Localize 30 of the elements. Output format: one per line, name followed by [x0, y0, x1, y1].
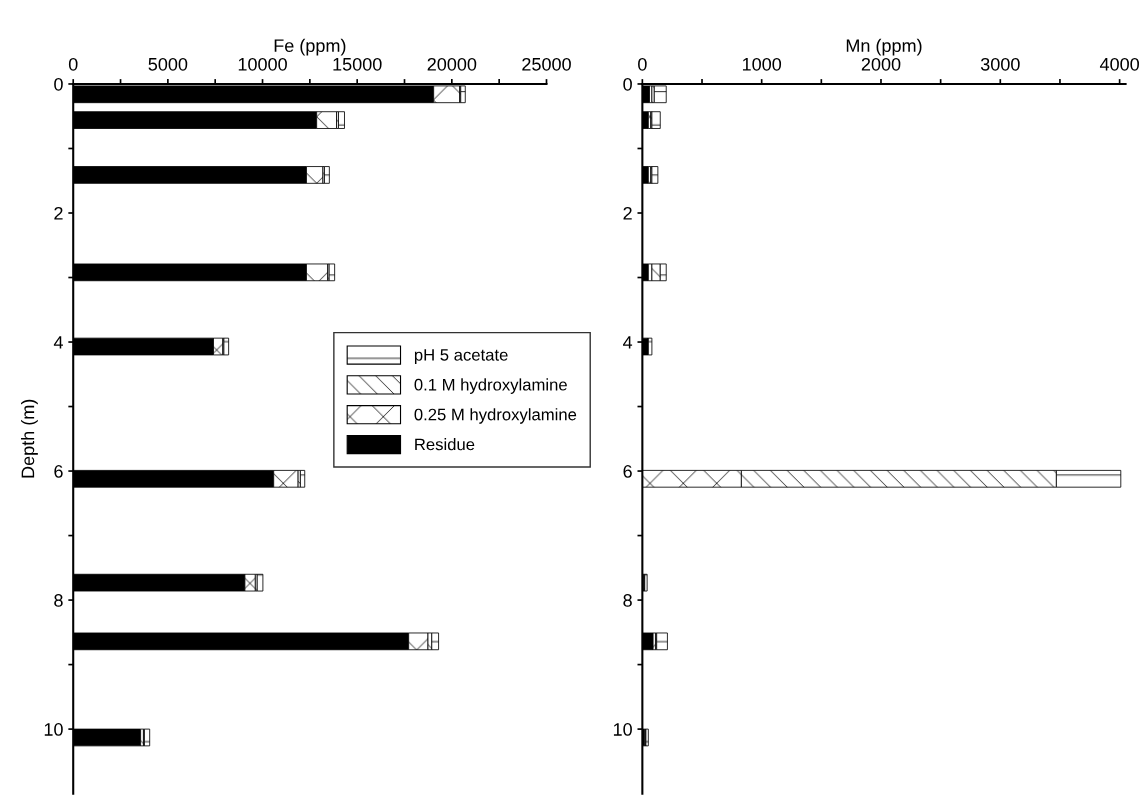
- y-tick-label: 8: [54, 594, 63, 607]
- legend-label: Residue: [415, 438, 475, 451]
- y-axis-title: Depth (m): [21, 399, 38, 478]
- x-tick-label: 0: [68, 57, 78, 71]
- x-tick-label: 0: [638, 57, 647, 71]
- y-tick-label: 6: [623, 464, 632, 478]
- x-axis-title: Fe (ppm): [274, 38, 346, 56]
- x-tick-label: 15000: [333, 57, 382, 71]
- y-tick-label: 10: [613, 723, 632, 736]
- y-tick-label: 8: [623, 594, 632, 607]
- y-tick-label: 10: [44, 723, 63, 736]
- legend-label: 0.25 M hydroxylamine: [414, 408, 577, 424]
- y-tick-label: 4: [53, 336, 63, 349]
- x-axis-title: Mn (ppm): [846, 38, 922, 56]
- x-tick-label: 1000: [742, 57, 782, 71]
- x-tick-label: 25000: [522, 57, 571, 71]
- y-tick-label: 2: [54, 206, 63, 220]
- legend-label: 0.1 M hydroxylamine: [414, 378, 567, 394]
- x-tick-label: 5000: [148, 57, 188, 71]
- x-tick-label: 20000: [427, 57, 477, 71]
- x-tick-label: 4000: [1099, 57, 1139, 71]
- x-tick-label: 2000: [861, 57, 901, 71]
- y-tick-label: 0: [54, 77, 63, 91]
- y-tick-label: 6: [54, 464, 63, 478]
- x-tick-label: 10000: [238, 57, 287, 71]
- x-tick-label: 3000: [980, 57, 1020, 71]
- legend-label: pH 5 acetate: [414, 349, 508, 365]
- y-tick-label: 0: [623, 77, 632, 91]
- y-tick-label: 2: [623, 206, 632, 220]
- y-tick-label: 4: [623, 336, 633, 349]
